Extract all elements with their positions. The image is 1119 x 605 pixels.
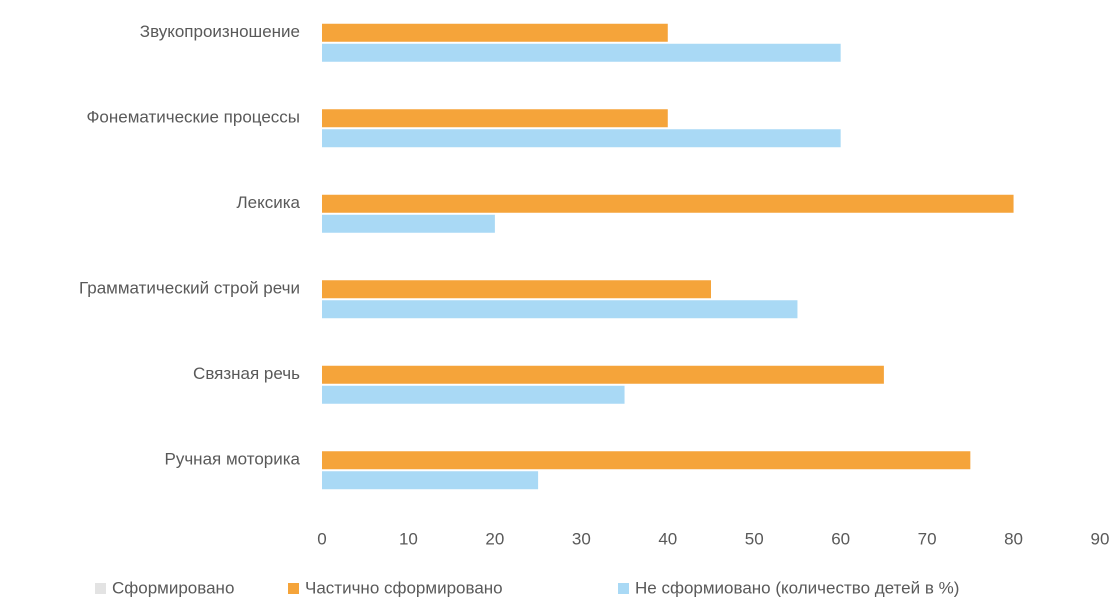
x-tick-label: 40 [658,529,677,548]
x-tick-label: 90 [1091,529,1110,548]
legend-label: Не сформиовано (количество детей в %) [635,578,959,597]
bar [322,385,625,404]
x-tick-label: 0 [317,529,326,548]
legend-marker [618,583,629,594]
bar [322,471,539,490]
bar [322,300,798,319]
bar [322,365,884,384]
x-tick-label: 30 [572,529,591,548]
x-tick-label: 80 [1004,529,1023,548]
bar [322,109,668,128]
bar [322,129,841,148]
y-tick-label: Лексика [236,193,300,212]
x-tick-label: 20 [485,529,504,548]
legend-marker [288,583,299,594]
y-tick-label: Грамматический строй речи [79,279,300,298]
bar [322,214,495,233]
legend-marker [95,583,106,594]
bar [322,43,841,62]
y-tick-label: Ручная моторика [164,450,300,469]
x-tick-label: 10 [399,529,418,548]
legend-label: Частично сформировано [305,578,503,597]
bar [322,23,668,42]
y-tick-label: Фонематические процессы [86,108,300,127]
y-tick-label: Связная речь [193,364,300,383]
y-tick-label: Звукопроизношение [140,22,300,41]
x-tick-label: 60 [831,529,850,548]
legend-label: Сформировано [112,578,234,597]
x-tick-label: 70 [918,529,937,548]
bar [322,280,711,299]
x-tick-label: 50 [745,529,764,548]
bar [322,451,971,470]
bar [322,194,1014,213]
